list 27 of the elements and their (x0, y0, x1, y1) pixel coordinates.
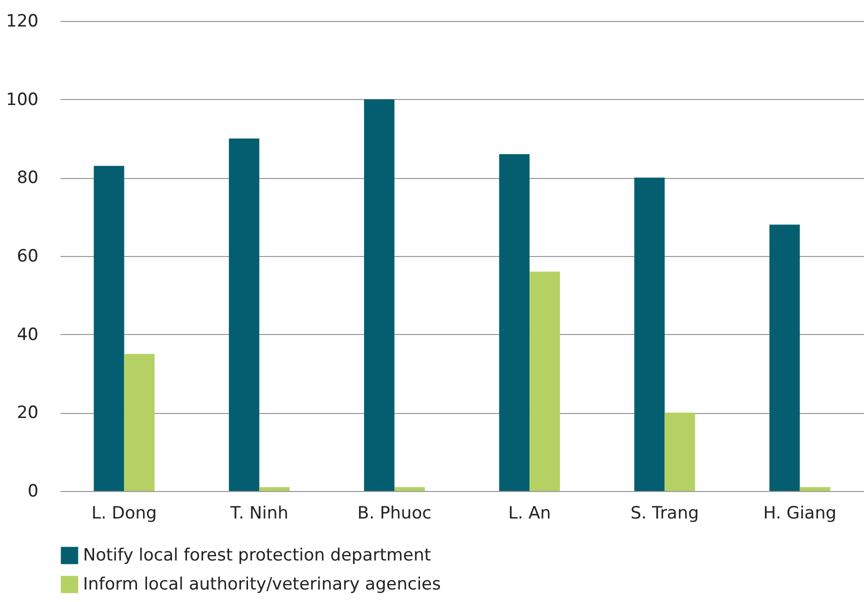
y-tick-label: 100 (6, 90, 38, 110)
bar (499, 154, 530, 491)
x-tick-label: H. Giang (763, 504, 836, 524)
bar (634, 178, 665, 491)
bar (259, 487, 290, 491)
x-tick-label: T. Ninh (229, 504, 288, 524)
y-tick-label: 80 (16, 168, 38, 188)
legend-label: Inform local authority/veterinary agencies (83, 574, 442, 594)
x-tick-label: B. Phuoc (357, 504, 432, 524)
x-tick-label: L. An (508, 504, 551, 524)
bar (769, 224, 800, 491)
bar (364, 99, 394, 491)
y-tick-label: 40 (16, 324, 38, 345)
bar (394, 487, 425, 491)
y-tick-label: 0 (28, 482, 38, 502)
y-tick-label: 20 (16, 403, 38, 424)
x-tick-label: L. Dong (92, 504, 157, 524)
bar (228, 138, 260, 491)
x-tick-label: S. Trang (630, 504, 699, 524)
y-tick-label: 60 (16, 246, 38, 266)
y-tick-label: 120 (6, 12, 38, 32)
bar (94, 166, 124, 491)
legend-label: Notify local forest protection department (83, 546, 432, 566)
bar (530, 272, 560, 491)
bar (800, 487, 830, 491)
bar (124, 354, 155, 491)
bar (664, 412, 696, 491)
